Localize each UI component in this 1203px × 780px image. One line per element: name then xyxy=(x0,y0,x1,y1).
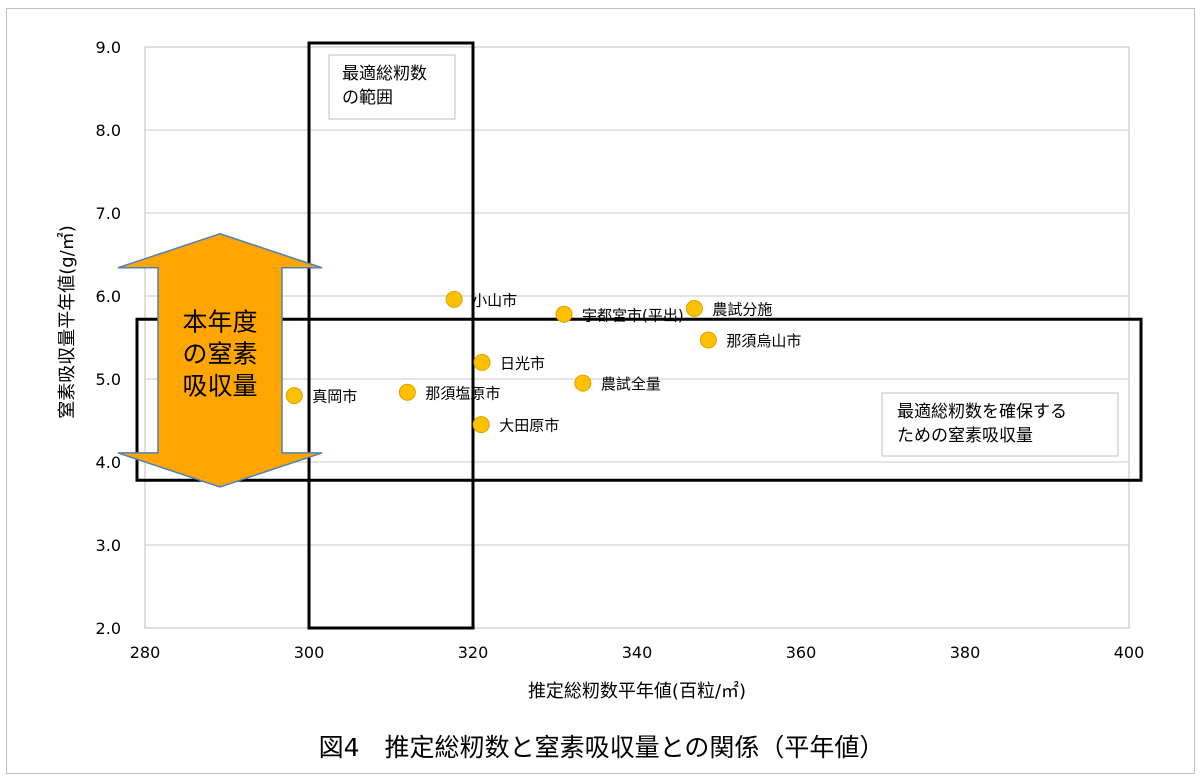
current-year-uptake-arrow: 本年度の窒素吸収量 xyxy=(117,232,323,488)
data-point xyxy=(685,299,703,317)
data-point-label: 小山市 xyxy=(472,291,517,309)
x-tick-labels: 280 300 320 340 360 380 400 xyxy=(130,643,1145,662)
range-box-label-line: の範囲 xyxy=(342,88,393,108)
y-tick-label: 7.0 xyxy=(96,204,121,223)
optimal-range-box: 最適総籾数の範囲 xyxy=(307,41,475,630)
x-tick-label: 320 xyxy=(458,643,489,662)
x-tick-label: 360 xyxy=(786,643,817,662)
data-point xyxy=(555,305,573,323)
x-tick-label: 280 xyxy=(130,643,161,662)
x-tick-label: 340 xyxy=(622,643,653,662)
x-axis-label: 推定総籾数平年値(百粒/㎡) xyxy=(528,680,746,702)
data-point xyxy=(574,374,592,392)
figure-caption: 図4 推定総籾数と窒素吸収量との関係（平年値） xyxy=(318,733,885,762)
x-tick-label: 300 xyxy=(294,643,325,662)
y-axis-label: 窒素吸収量平年値(g/㎡) xyxy=(56,225,78,419)
data-point-label: 宇都宮市(平出) xyxy=(582,306,684,324)
data-point-label: 那須烏山市 xyxy=(726,332,801,350)
range-box-label-frame xyxy=(328,54,456,120)
x-tick-label: 380 xyxy=(950,643,981,662)
x-tick-label: 400 xyxy=(1114,643,1145,662)
arrow-label-line: 吸収量 xyxy=(182,371,257,400)
data-point xyxy=(472,416,490,434)
uptake-box-label-frame xyxy=(881,392,1119,457)
uptake-box-label-line: ための窒素吸収量 xyxy=(897,426,1033,446)
scatter-chart: 2.0 3.0 4.0 5.0 6.0 7.0 8.0 9.0 280 300 320 340 360… xyxy=(56,38,1145,702)
y-tick-labels: 2.0 3.0 4.0 5.0 6.0 7.0 8.0 9.0 xyxy=(96,38,121,638)
uptake-box-label: 最適総籾数を確保するための窒素吸収量 xyxy=(897,402,1067,446)
arrow-label-line: の窒素 xyxy=(182,339,257,368)
data-point-label: 那須塩原市 xyxy=(425,384,500,402)
arrow-label: 本年度の窒素吸収量 xyxy=(182,307,257,400)
data-point-label: 農試全量 xyxy=(601,375,661,393)
data-point-label: 農試分施 xyxy=(712,300,772,318)
data-point-label: 大田原市 xyxy=(499,417,559,435)
y-tick-label: 2.0 xyxy=(96,619,121,638)
data-point xyxy=(473,353,491,371)
arrow-label-line: 本年度 xyxy=(182,307,257,336)
data-point-label: 日光市 xyxy=(500,354,545,372)
plot-area xyxy=(144,46,1130,629)
y-tick-label: 5.0 xyxy=(96,370,121,389)
range-box-label-line: 最適総籾数 xyxy=(342,64,427,84)
data-point xyxy=(445,290,463,308)
data-point xyxy=(699,331,717,349)
y-tick-label: 3.0 xyxy=(96,536,121,555)
data-point xyxy=(285,387,303,405)
data-point xyxy=(398,383,416,401)
data-point-label: 真岡市 xyxy=(312,388,357,406)
uptake-box-outline xyxy=(135,317,1143,482)
y-tick-label: 4.0 xyxy=(96,453,121,472)
y-tick-label: 8.0 xyxy=(96,121,121,140)
arrow-shape xyxy=(117,232,323,488)
y-tick-label: 9.0 xyxy=(96,38,121,57)
gridlines xyxy=(145,129,1129,546)
y-tick-label: 6.0 xyxy=(96,287,121,306)
uptake-box-label-line: 最適総籾数を確保する xyxy=(897,402,1067,422)
range-box-outline xyxy=(307,41,475,630)
optimal-uptake-box: 最適総籾数を確保するための窒素吸収量 xyxy=(135,317,1143,482)
range-box-label: 最適総籾数の範囲 xyxy=(342,64,427,108)
